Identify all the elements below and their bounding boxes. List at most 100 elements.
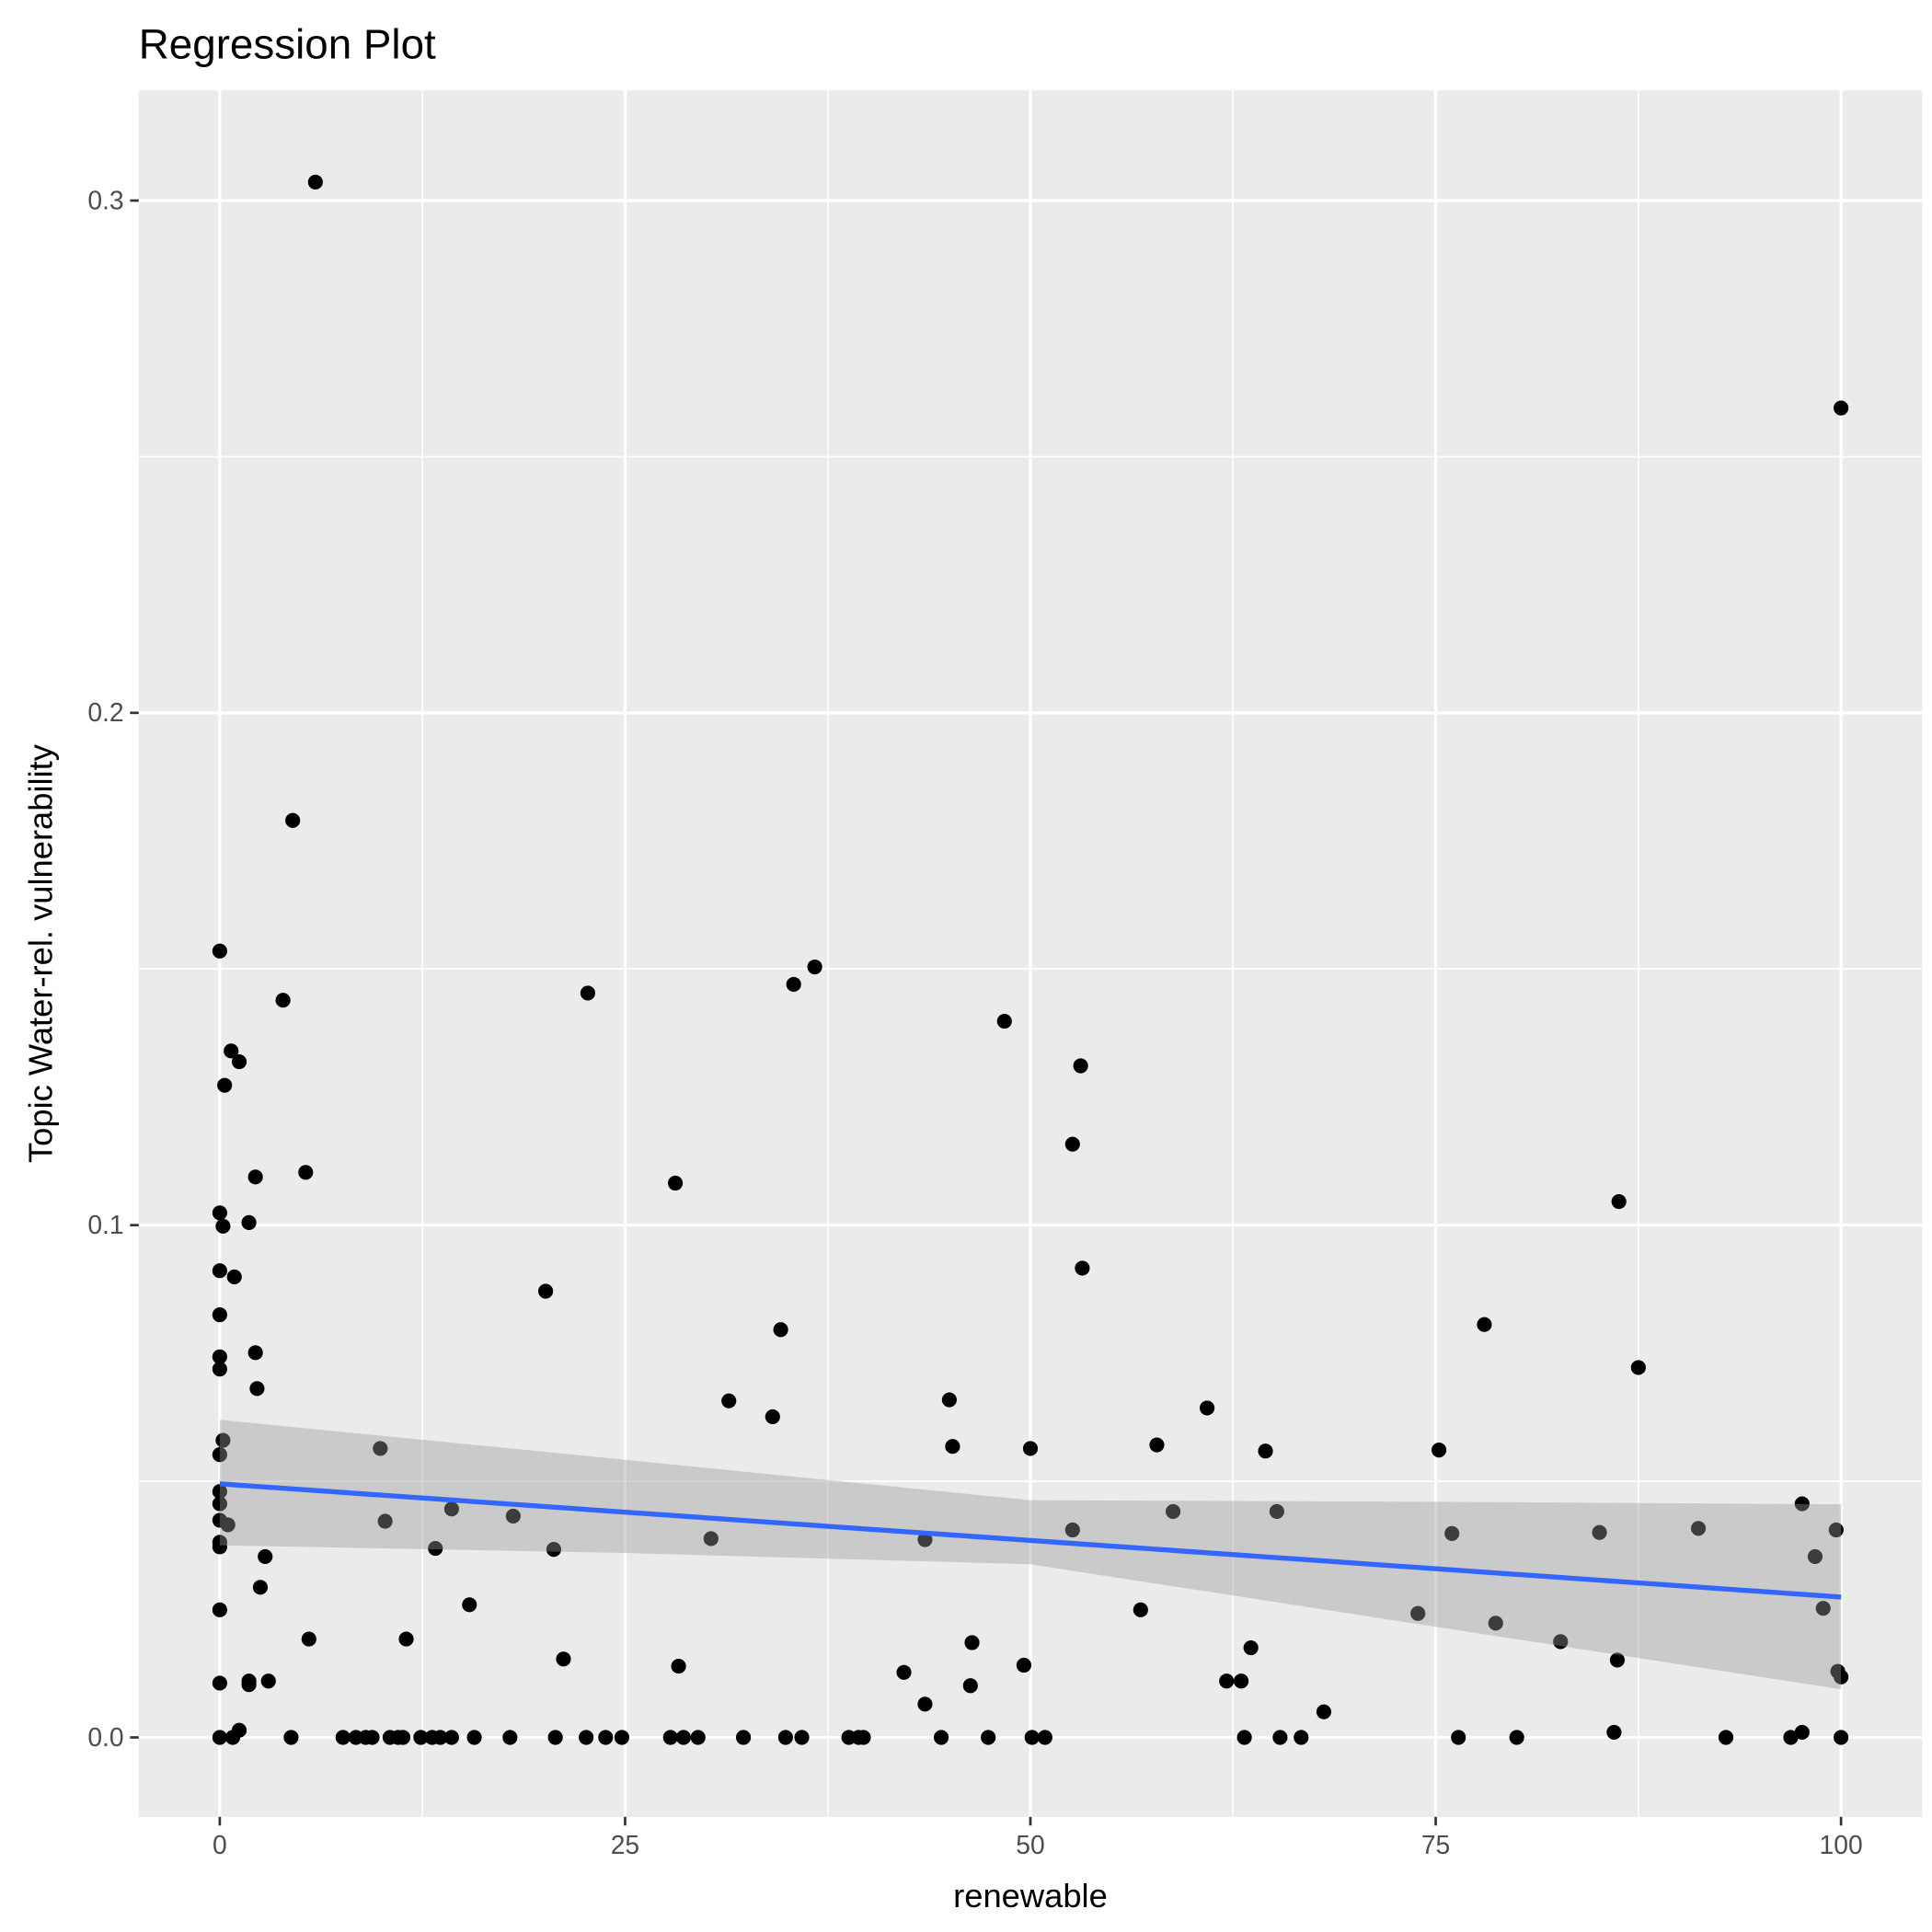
regression-line (219, 1481, 1842, 1600)
data-point (432, 1730, 448, 1745)
data-point (675, 1730, 691, 1745)
data-point (260, 1673, 276, 1689)
data-point (580, 985, 595, 1001)
data-point (395, 1730, 411, 1745)
data-point (1451, 1730, 1466, 1745)
data-point (1133, 1602, 1148, 1617)
y-tick-label: 0.2 (87, 697, 123, 727)
data-point (1834, 400, 1849, 416)
data-point (212, 1539, 227, 1555)
data-point (377, 1513, 393, 1529)
data-point (556, 1651, 571, 1667)
data-point (212, 1730, 227, 1745)
data-point (1024, 1730, 1040, 1745)
data-point (662, 1730, 678, 1745)
data-point (721, 1393, 737, 1409)
data-point (1410, 1605, 1426, 1621)
x-tick-label: 25 (611, 1830, 639, 1859)
data-point (807, 959, 822, 975)
data-point (1444, 1525, 1460, 1541)
data-point (212, 1349, 227, 1364)
data-point (241, 1673, 257, 1689)
data-point (1794, 1724, 1810, 1741)
data-point (962, 1678, 978, 1694)
data-point (428, 1540, 443, 1557)
y-tick-label: 0.0 (87, 1722, 123, 1752)
data-point (231, 1053, 247, 1070)
data-point (212, 1263, 227, 1279)
data-point (777, 1730, 793, 1745)
data-point (1075, 1260, 1090, 1276)
y-axis-ticks: 0.0 0.1 0.2 0.3 (87, 185, 139, 1752)
data-point (1509, 1730, 1524, 1745)
data-point (1037, 1730, 1052, 1745)
data-point (1258, 1443, 1273, 1459)
data-point (941, 1392, 957, 1408)
data-point (212, 1307, 227, 1323)
data-point (1609, 1652, 1626, 1668)
data-point (996, 1013, 1012, 1029)
data-point (258, 1548, 273, 1565)
x-axis-ticks: 0 25 50 75 100 (213, 1816, 1863, 1859)
data-point (212, 1447, 227, 1463)
data-point (301, 1631, 316, 1647)
data-point (275, 993, 291, 1008)
data-point (249, 1381, 265, 1397)
data-point (505, 1508, 521, 1524)
data-point (247, 1169, 263, 1185)
data-point (224, 1730, 241, 1745)
data-point (307, 174, 323, 190)
data-point (443, 1501, 459, 1517)
data-point (981, 1730, 996, 1745)
data-point (1690, 1521, 1707, 1536)
data-point (247, 1345, 263, 1361)
data-point (794, 1730, 810, 1745)
data-point (1234, 1673, 1249, 1689)
chart-title: Regression Plot (139, 20, 436, 67)
data-point (1064, 1522, 1080, 1538)
data-point (1022, 1441, 1039, 1456)
y-axis-label: Topic Water-rel. vulnerability (22, 743, 60, 1163)
x-tick-label: 0 (213, 1830, 227, 1859)
data-point (1718, 1730, 1734, 1745)
data-point (1064, 1136, 1080, 1152)
data-point (215, 1218, 231, 1234)
data-point (212, 1675, 227, 1691)
data-point (217, 1077, 233, 1093)
data-point (502, 1730, 518, 1745)
data-point (1219, 1673, 1235, 1689)
data-point (1432, 1443, 1447, 1458)
data-point (285, 812, 301, 828)
data-point (298, 1165, 314, 1180)
data-point (224, 1043, 239, 1059)
data-point (1592, 1524, 1607, 1540)
data-point (364, 1730, 380, 1745)
data-point (1269, 1503, 1284, 1520)
data-point (1606, 1724, 1622, 1741)
data-point (220, 1517, 236, 1533)
data-point (212, 1484, 227, 1500)
data-point (917, 1532, 933, 1547)
x-tick-label: 50 (1016, 1830, 1044, 1859)
data-point (1236, 1730, 1252, 1745)
data-point (1272, 1730, 1288, 1745)
data-point (1834, 1669, 1849, 1685)
data-point (765, 1409, 780, 1424)
x-tick-label: 100 (1820, 1830, 1863, 1859)
data-point (1807, 1548, 1823, 1565)
data-point (413, 1730, 429, 1745)
data-point (252, 1580, 269, 1595)
data-point (1316, 1704, 1332, 1719)
data-point (786, 976, 801, 993)
y-tick-label: 0.1 (87, 1210, 123, 1239)
x-tick-label: 75 (1421, 1830, 1450, 1859)
data-point (1794, 1496, 1810, 1512)
data-point (335, 1730, 351, 1745)
data-point (212, 1496, 227, 1512)
confidence-band (219, 1420, 1842, 1690)
data-point (1815, 1601, 1831, 1616)
data-point (373, 1441, 388, 1456)
data-point (1553, 1634, 1569, 1650)
data-point (1488, 1616, 1503, 1631)
